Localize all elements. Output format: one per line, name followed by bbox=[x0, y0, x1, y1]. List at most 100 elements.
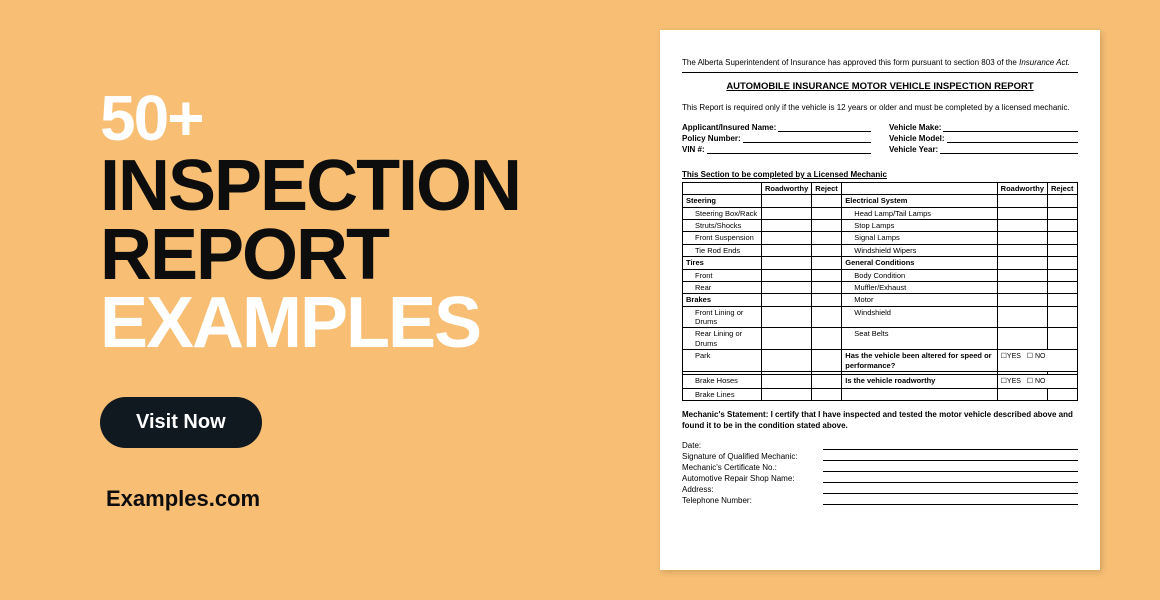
cell-item: Brake Lines bbox=[683, 388, 762, 400]
field-label: Vehicle Year: bbox=[889, 145, 938, 155]
cell-roadworthy bbox=[997, 388, 1047, 400]
field-row: Vehicle Model: bbox=[889, 134, 1078, 144]
cell-roadworthy bbox=[761, 388, 811, 400]
cell-reject bbox=[812, 294, 842, 306]
cell-item: Seat Belts bbox=[842, 328, 997, 350]
table-row: ParkHas the vehicle been altered for spe… bbox=[683, 350, 1078, 372]
headline-line2: REPORT bbox=[100, 221, 620, 289]
cell-item: Tie Rod Ends bbox=[683, 244, 762, 256]
document-preview: The Alberta Superintendent of Insurance … bbox=[660, 30, 1100, 570]
cell-yesno: ☐YES ☐ NO bbox=[997, 374, 1077, 388]
th-blank-r bbox=[842, 182, 997, 194]
signature-row: Address: bbox=[682, 485, 1078, 495]
cell-roadworthy bbox=[997, 232, 1047, 244]
signature-line bbox=[823, 474, 1078, 483]
cell-item: Front bbox=[683, 269, 762, 281]
field-label: VIN #: bbox=[682, 145, 705, 155]
field-row: Vehicle Year: bbox=[889, 145, 1078, 155]
th-reject-l: Reject bbox=[812, 182, 842, 194]
headline: 50+ INSPECTION REPORT EXAMPLES bbox=[100, 88, 620, 358]
field-line bbox=[947, 134, 1078, 143]
doc-approval-a: The Alberta Superintendent of Insurance … bbox=[682, 58, 1019, 67]
visit-now-button[interactable]: Visit Now bbox=[100, 397, 262, 448]
mechanic-statement: Mechanic's Statement: I certify that I h… bbox=[682, 409, 1078, 431]
cell-item: Windshield bbox=[842, 306, 997, 328]
cell-item: Brake Hoses bbox=[683, 374, 762, 388]
doc-title: AUTOMOBILE INSURANCE MOTOR VEHICLE INSPE… bbox=[682, 81, 1078, 93]
cell-reject bbox=[1048, 244, 1078, 256]
cell-reject bbox=[1048, 232, 1078, 244]
cell-item: Electrical System bbox=[842, 195, 997, 207]
cell-roadworthy bbox=[761, 195, 811, 207]
table-row: RearMuffler/Exhaust bbox=[683, 281, 1078, 293]
signature-row: Mechanic's Certificate No.: bbox=[682, 463, 1078, 473]
signature-line bbox=[823, 485, 1078, 494]
table-row: Steering Electrical System bbox=[683, 195, 1078, 207]
signature-line bbox=[823, 452, 1078, 461]
signature-label: Mechanic's Certificate No.: bbox=[682, 463, 817, 473]
field-line bbox=[778, 123, 871, 132]
table-row: BrakesMotor bbox=[683, 294, 1078, 306]
cell-reject bbox=[812, 195, 842, 207]
th-reject-r: Reject bbox=[1048, 182, 1078, 194]
cell-item: Has the vehicle been altered for speed o… bbox=[842, 350, 997, 372]
cell-reject bbox=[812, 232, 842, 244]
hero-left: 50+ INSPECTION REPORT EXAMPLES Visit Now… bbox=[100, 88, 660, 513]
cell-reject bbox=[812, 306, 842, 328]
th-blank-l bbox=[683, 182, 762, 194]
cell-roadworthy bbox=[761, 257, 811, 269]
signature-line bbox=[823, 463, 1078, 472]
table-row: Brake Lines bbox=[683, 388, 1078, 400]
field-line bbox=[707, 145, 871, 154]
cell-reject bbox=[812, 257, 842, 269]
field-row: Policy Number: bbox=[682, 134, 871, 144]
cell-item: Steering bbox=[683, 195, 762, 207]
field-label: Vehicle Make: bbox=[889, 123, 941, 133]
field-line bbox=[743, 134, 871, 143]
doc-rule bbox=[682, 72, 1078, 73]
cell-roadworthy bbox=[997, 207, 1047, 219]
cell-item: Steering Box/Rack bbox=[683, 207, 762, 219]
field-label: Policy Number: bbox=[682, 134, 741, 144]
headline-line3: EXAMPLES bbox=[100, 289, 620, 357]
cell-roadworthy bbox=[761, 207, 811, 219]
cell-item: Tires bbox=[683, 257, 762, 269]
doc-section-header: This Section to be completed by a Licens… bbox=[682, 170, 1078, 180]
cell-reject bbox=[1048, 257, 1078, 269]
table-row: Brake HosesIs the vehicle roadworthy☐YES… bbox=[683, 374, 1078, 388]
table-row: Front Lining or Drums Windshield bbox=[683, 306, 1078, 328]
field-row: Vehicle Make: bbox=[889, 123, 1078, 133]
cell-item: Front Suspension bbox=[683, 232, 762, 244]
cell-reject bbox=[812, 388, 842, 400]
signature-block: Date:Signature of Qualified Mechanic:Mec… bbox=[682, 441, 1078, 506]
cell-yesno: ☐YES ☐ NO bbox=[997, 350, 1077, 372]
cell-reject bbox=[1048, 328, 1078, 350]
cell-item: General Conditions bbox=[842, 257, 997, 269]
field-label: Applicant/Insured Name: bbox=[682, 123, 776, 133]
signature-line bbox=[823, 496, 1078, 505]
cell-roadworthy bbox=[997, 220, 1047, 232]
signature-label: Signature of Qualified Mechanic: bbox=[682, 452, 817, 462]
signature-row: Signature of Qualified Mechanic: bbox=[682, 452, 1078, 462]
cell-reject bbox=[1048, 294, 1078, 306]
signature-row: Automotive Repair Shop Name: bbox=[682, 474, 1078, 484]
cell-roadworthy bbox=[761, 350, 811, 372]
cell-reject bbox=[812, 281, 842, 293]
table-row: Rear Lining or DrumsSeat Belts bbox=[683, 328, 1078, 350]
doc-approval-b: Insurance Act. bbox=[1019, 58, 1070, 67]
cell-roadworthy bbox=[761, 306, 811, 328]
cell-item: Signal Lamps bbox=[842, 232, 997, 244]
cell-roadworthy bbox=[997, 294, 1047, 306]
cell-reject bbox=[812, 244, 842, 256]
field-line bbox=[943, 123, 1078, 132]
table-row: Tires General Conditions bbox=[683, 257, 1078, 269]
cell-roadworthy bbox=[761, 328, 811, 350]
cell-reject bbox=[812, 207, 842, 219]
table-row: Front Suspension Signal Lamps bbox=[683, 232, 1078, 244]
cell-roadworthy bbox=[761, 269, 811, 281]
cell-roadworthy bbox=[997, 328, 1047, 350]
signature-line bbox=[823, 441, 1078, 450]
cell-item: Front Lining or Drums bbox=[683, 306, 762, 328]
signature-row: Telephone Number: bbox=[682, 496, 1078, 506]
signature-row: Date: bbox=[682, 441, 1078, 451]
